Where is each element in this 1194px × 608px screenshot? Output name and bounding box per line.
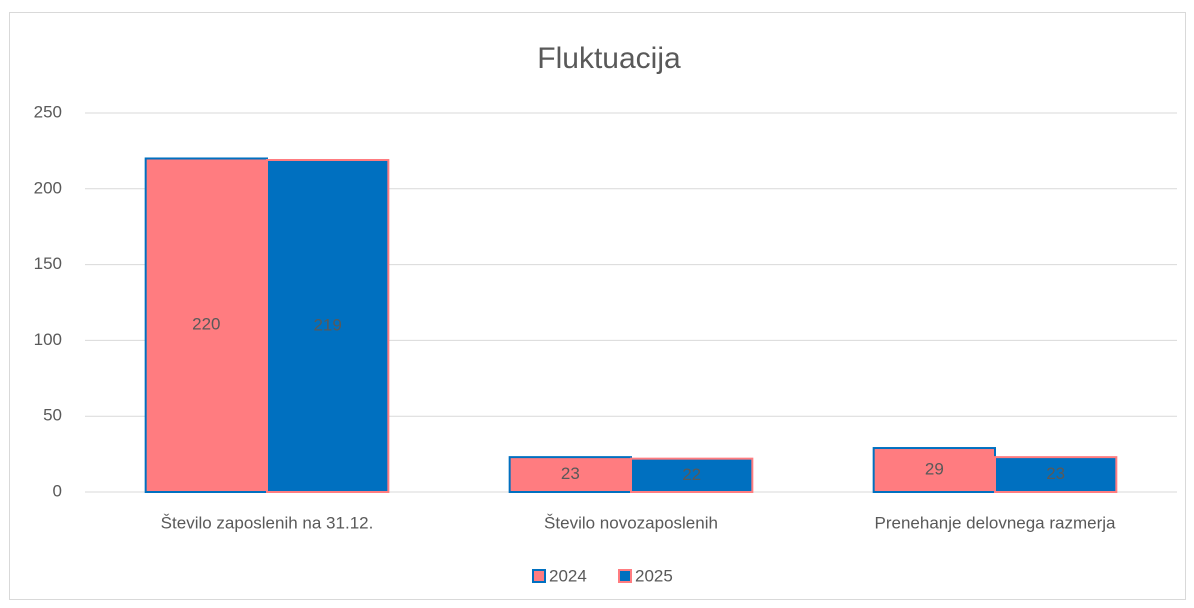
bar (508, 456, 632, 493)
y-tick-label: 150 (34, 254, 62, 273)
legend-label: 2025 (635, 566, 673, 585)
bar (630, 457, 754, 494)
data-label: 23 (1046, 464, 1065, 483)
x-tick-label: Število zaposlenih na 31.12. (161, 513, 374, 532)
y-tick-label: 0 (53, 481, 62, 500)
legend-label: 2024 (549, 566, 587, 585)
bar (994, 456, 1118, 493)
y-tick-label: 100 (34, 330, 62, 349)
data-label: 219 (313, 315, 341, 334)
data-label: 23 (561, 464, 580, 483)
x-tick-label: Število novozaposlenih (544, 513, 718, 532)
bar (266, 158, 390, 493)
y-tick-label: 250 (34, 102, 62, 121)
y-tick-label: 50 (43, 406, 62, 425)
data-label: 220 (192, 315, 220, 334)
bar (872, 447, 997, 494)
legend-swatch (532, 569, 546, 583)
chart-title: Fluktuacija (537, 42, 681, 75)
x-tick-label: Prenehanje delovnega razmerja (875, 513, 1117, 532)
legend-swatch (618, 569, 632, 583)
data-label: 22 (682, 465, 701, 484)
data-label: 29 (925, 460, 944, 479)
y-tick-label: 200 (34, 178, 62, 197)
